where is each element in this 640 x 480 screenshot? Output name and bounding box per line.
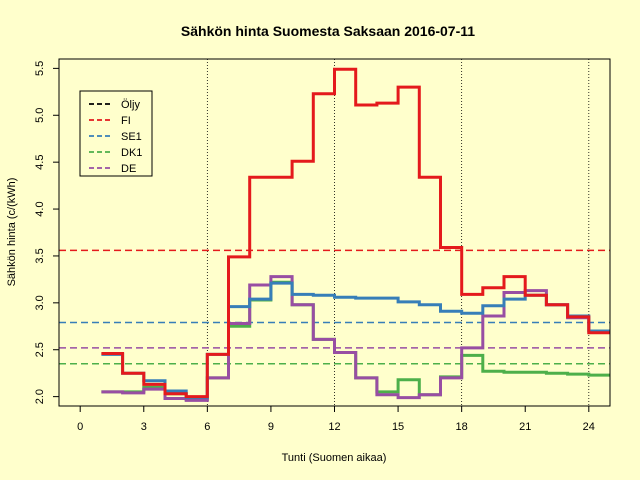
plot-area [59, 59, 610, 406]
x-tick-label-21: 21 [519, 421, 531, 433]
x-tick-label-3: 3 [141, 421, 147, 433]
legend-box [79, 90, 153, 177]
y-tick-label-4.0: 4.0 [34, 201, 46, 216]
x-tick-label-24: 24 [583, 421, 595, 433]
x-tick-label-18: 18 [456, 421, 468, 433]
x-tick-label-9: 9 [268, 421, 274, 433]
y-tick-label-4.5: 4.5 [34, 155, 46, 170]
y-tick-label-2.0: 2.0 [34, 389, 46, 404]
y-tick-label-3.0: 3.0 [34, 295, 46, 310]
x-tick-label-15: 15 [392, 421, 404, 433]
legend-label-4: DE [121, 163, 136, 175]
legend-label-2: SE1 [121, 131, 142, 143]
x-axis-label: Tunti (Suomen aikaa) [282, 452, 387, 464]
legend-label-3: DK1 [121, 147, 142, 159]
y-tick-label-2.5: 2.5 [34, 342, 46, 357]
series-line-dk1 [101, 280, 610, 401]
y-tick-label-5.5: 5.5 [34, 61, 46, 76]
legend-label-0: Öljy [121, 99, 140, 111]
y-axis-label: Sähkön hinta (c/(kWh) [6, 178, 18, 287]
legend: Öljy FI SE1 DK1 DE [79, 90, 153, 177]
x-tick-label-6: 6 [204, 421, 210, 433]
series-line-se1 [101, 281, 610, 400]
x-tick-label-0: 0 [77, 421, 83, 433]
chart-title: Sähkön hinta Suomesta Saksaan 2016-07-11 [181, 23, 475, 39]
y-tick-label-3.5: 3.5 [34, 248, 46, 263]
x-tick-label-12: 12 [328, 421, 340, 433]
legend-label-1: FI [121, 115, 131, 127]
y-tick-label-5.0: 5.0 [34, 108, 46, 123]
series-line-fi [101, 67, 610, 399]
